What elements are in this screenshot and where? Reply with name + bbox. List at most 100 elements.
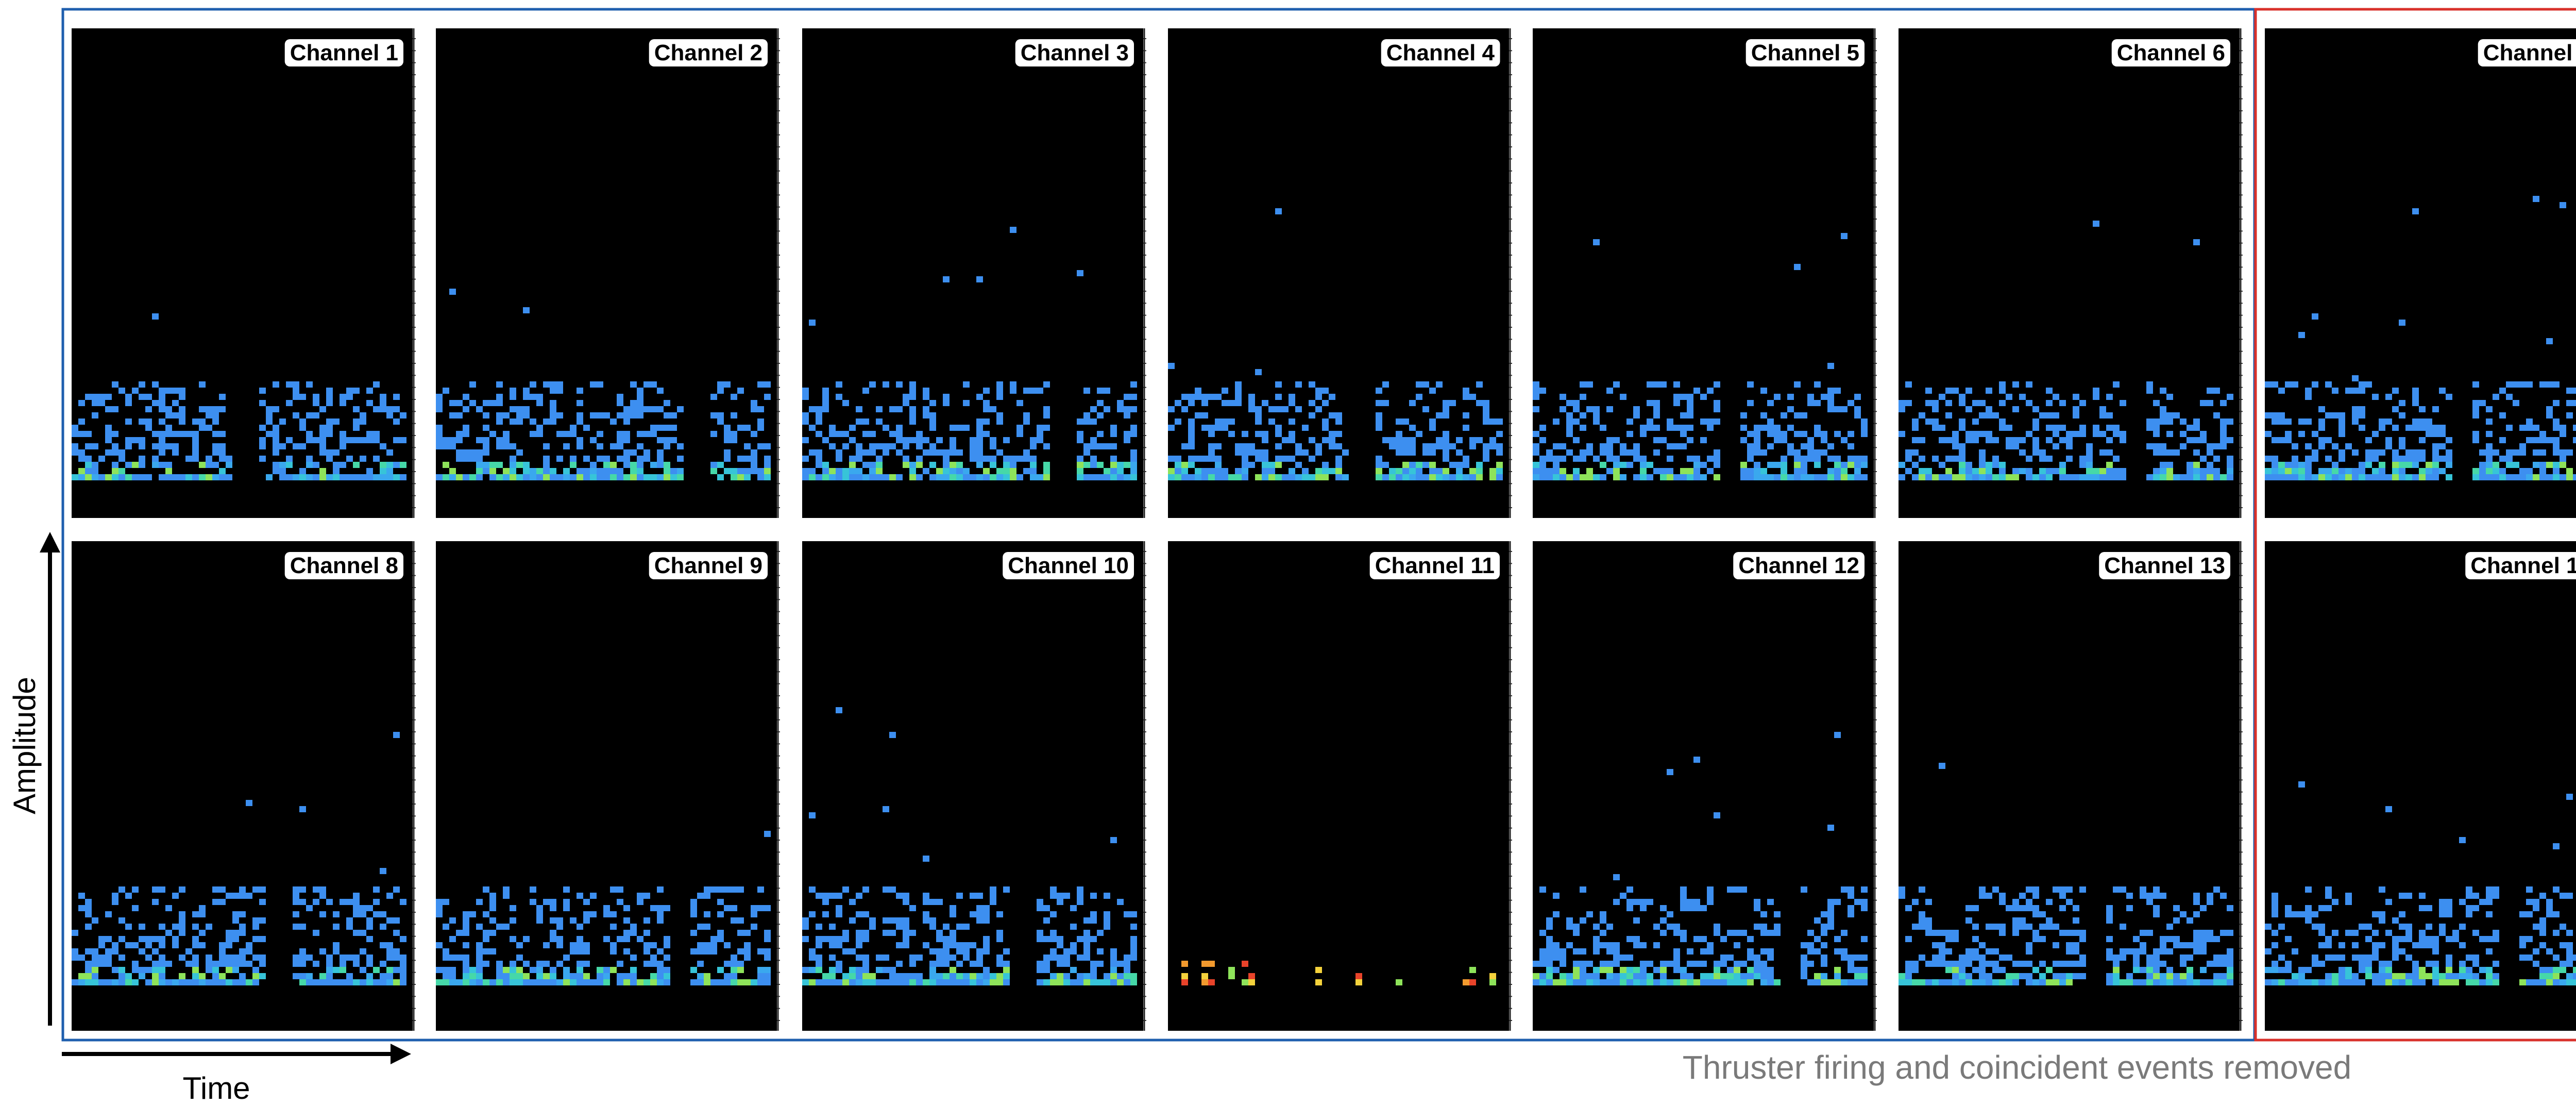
heatmap-cell — [936, 955, 943, 961]
heatmap-cell — [1456, 449, 1463, 456]
heatmap-cell — [232, 955, 239, 961]
heatmap-cell — [536, 468, 543, 474]
heatmap-cell — [670, 425, 677, 431]
heatmap-cell — [185, 431, 192, 437]
heatmap-cell — [963, 425, 970, 431]
heatmap-cell — [443, 899, 449, 905]
heatmap-cell — [1083, 973, 1090, 979]
heatmap-cell — [165, 474, 172, 480]
heatmap-cell — [530, 468, 536, 474]
heatmap-cell — [1972, 437, 1979, 443]
heatmap-cell — [346, 388, 353, 394]
heatmap-cell — [1807, 400, 1814, 406]
heatmap-cell — [2379, 449, 2385, 456]
heatmap-cell — [664, 425, 670, 431]
heatmap-cell — [1443, 456, 1449, 462]
heatmap-cell — [1972, 431, 1979, 437]
heatmap-cell — [2120, 400, 2126, 406]
heatmap-cell — [2519, 443, 2526, 449]
heatmap-cell — [152, 400, 159, 406]
heatmap-cell — [2365, 456, 2372, 462]
heatmap-cell — [943, 961, 950, 967]
heatmap-cell — [903, 456, 909, 462]
heatmap-cell — [1228, 400, 1235, 406]
heatmap-cell — [697, 893, 704, 899]
heatmap-cell — [449, 474, 456, 480]
heatmap-cell — [1077, 886, 1083, 893]
heatmap-cell — [842, 468, 849, 474]
label-background — [2111, 39, 2230, 66]
heatmap-cell — [563, 443, 570, 449]
heatmap-cell — [757, 381, 764, 388]
heatmap-cell — [862, 967, 869, 973]
heatmap-cell — [2338, 474, 2345, 480]
heatmap-cell — [2292, 443, 2298, 449]
heatmap-cell — [1130, 911, 1137, 917]
heatmap-cell — [192, 456, 199, 462]
heatmap-cell — [443, 967, 449, 973]
heatmap-cell — [2146, 474, 2153, 480]
heatmap-cell — [1700, 437, 1707, 443]
heatmap-cell — [2305, 418, 2312, 425]
heatmap-cell — [1382, 474, 1389, 480]
heatmap-cell — [366, 955, 373, 961]
heatmap-cell — [436, 400, 443, 406]
heatmap-cell — [353, 425, 360, 431]
heatmap-cell — [510, 418, 516, 425]
heatmap-cell — [869, 979, 876, 985]
heatmap-cell — [98, 394, 105, 400]
heatmap-cell — [2019, 437, 2026, 443]
heatmap-cell — [1422, 474, 1429, 480]
heatmap-cell — [2059, 468, 2066, 474]
heatmap-cell — [85, 468, 92, 474]
heatmap-cell — [876, 474, 883, 480]
heatmap-cell — [563, 905, 570, 911]
heatmap-cell — [757, 948, 764, 955]
heatmap-cell — [443, 924, 449, 930]
heatmap-cell — [2493, 394, 2499, 400]
heatmap-cell — [1979, 456, 1986, 462]
heatmap-cell — [1754, 425, 1760, 431]
heatmap-cell — [2153, 443, 2160, 449]
heatmap-cell — [1090, 911, 1097, 917]
heatmap-cell — [496, 394, 503, 400]
heatmap-cell — [2093, 221, 2099, 227]
heatmap-cell — [2207, 474, 2213, 480]
heatmap-cell — [2039, 474, 2046, 480]
heatmap-cell — [1268, 418, 1275, 425]
heatmap-cell — [896, 924, 903, 930]
heatmap-cell — [393, 474, 400, 480]
heatmap-cell — [943, 276, 950, 282]
heatmap-cell — [1680, 431, 1687, 437]
heatmap-cell — [1235, 394, 1242, 400]
heatmap-cell — [1633, 474, 1640, 480]
heatmap-cell — [2305, 394, 2312, 400]
heatmap-cell — [326, 955, 333, 961]
heatmap-cell — [1986, 431, 1992, 437]
heatmap-cell — [1342, 474, 1349, 480]
heatmap-cell — [469, 474, 476, 480]
heatmap-cell — [650, 431, 657, 437]
heatmap-cell — [2207, 443, 2213, 449]
heatmap-cell — [809, 812, 816, 818]
heatmap-cell — [836, 381, 842, 388]
heatmap-cell — [2193, 462, 2200, 468]
heatmap-cell — [1070, 942, 1077, 948]
heatmap-cell — [1030, 437, 1037, 443]
heatmap-cell — [346, 456, 353, 462]
heatmap-cell — [1443, 406, 1449, 412]
channel-label: Channel 1 — [290, 40, 398, 65]
heatmap-cell — [1925, 418, 1932, 425]
heatmap-cell — [936, 930, 943, 936]
heatmap-cell — [1242, 456, 1248, 462]
heatmap-cell — [1422, 462, 1429, 468]
heatmap-cell — [1208, 468, 1215, 474]
heatmap-cell — [717, 474, 724, 480]
heatmap-cell — [983, 400, 990, 406]
heatmap-cell — [469, 449, 476, 456]
heatmap-cell — [1848, 456, 1854, 462]
heatmap-cell — [903, 443, 909, 449]
heatmap-cell — [503, 893, 510, 899]
heatmap-cell — [1097, 948, 1104, 955]
heatmap-cell — [1566, 449, 1573, 456]
